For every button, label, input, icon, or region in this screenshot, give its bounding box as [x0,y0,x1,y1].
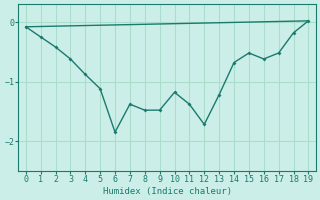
X-axis label: Humidex (Indice chaleur): Humidex (Indice chaleur) [103,187,232,196]
